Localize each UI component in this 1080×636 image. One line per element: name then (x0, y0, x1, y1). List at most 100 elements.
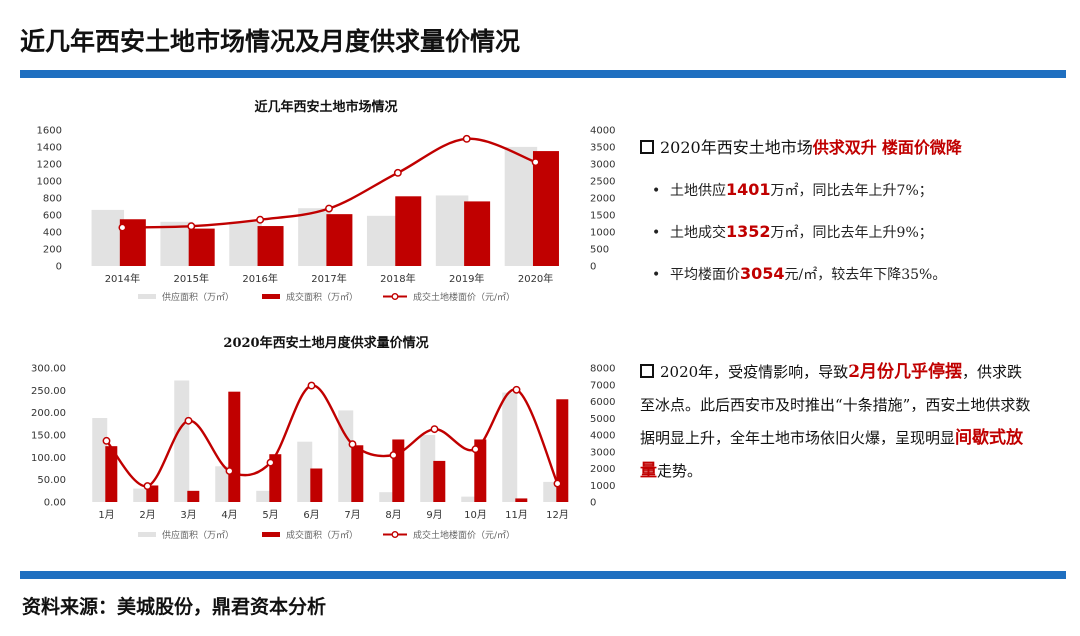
summary-panel-2020: 2020年西安土地市场供求双升 楼面价微降 • 土地供应1401万㎡，同比去年上升… (640, 134, 962, 284)
y-right-tick-label: 0 (590, 262, 596, 273)
supply-bar (504, 146, 538, 266)
y-right-tick-label: 4000 (590, 126, 615, 137)
legend-label-price: 成交土地楼面价（元/㎡） (413, 529, 515, 541)
price-point (256, 215, 265, 224)
supply-bar (229, 221, 262, 266)
y-left-tick-label: 0.00 (44, 498, 66, 509)
supply-bar (543, 481, 559, 502)
x-tick-label: 2020年 (518, 272, 553, 285)
deal-bar (515, 498, 528, 502)
bottom-divider (20, 571, 1066, 579)
price-point (225, 467, 234, 475)
y-right-tick-label: 4000 (590, 431, 615, 442)
deal-bar (464, 201, 491, 266)
price-point (307, 381, 316, 390)
y-left-tick-label: 1000 (37, 177, 62, 188)
deal-bar (257, 226, 284, 266)
deal-bar (392, 439, 405, 502)
legend-swatch-deal (262, 294, 280, 299)
supply-bar (91, 209, 125, 266)
deal-bar (395, 196, 422, 266)
deal-bar (532, 151, 559, 266)
y-left-tick-label: 400 (43, 228, 62, 239)
x-tick-label: 4月 (221, 509, 237, 521)
y-right-tick-label: 500 (590, 245, 609, 256)
bullet-land-deal: • 土地成交1352万㎡，同比去年上升9%； (652, 222, 933, 241)
supply-bar (461, 496, 477, 502)
deal-bar (310, 468, 323, 502)
deal-bar (474, 439, 487, 502)
supply-bar (92, 418, 108, 502)
deal-bar (269, 454, 282, 502)
y-right-tick-label: 6000 (590, 397, 615, 408)
x-tick-label: 8月 (385, 509, 401, 521)
supply-bar (420, 435, 436, 502)
y-left-tick-label: 250.00 (31, 386, 66, 397)
y-right-tick-label: 0 (590, 498, 596, 509)
y-left-tick-label: 1600 (37, 126, 62, 137)
covid-paragraph: 2020年，受疫情影响，导致2月份几乎停摆，供求跌至冰点。此后西安市及时推出“十… (640, 362, 1031, 481)
x-tick-label: 2014年 (105, 272, 140, 285)
y-left-tick-label: 200.00 (31, 408, 66, 419)
chart-title-0: 近几年西安土地市场情况 (254, 99, 397, 115)
deal-bar (556, 399, 569, 502)
x-tick-label: 5月 (262, 509, 278, 521)
price-point (531, 158, 540, 167)
legend-swatch-supply (138, 532, 156, 537)
x-tick-label: 11月 (505, 509, 528, 521)
supply-bar (174, 380, 190, 502)
page-title: 近几年西安土地市场情况及月度供求量价情况 (20, 27, 521, 56)
price-point (462, 134, 471, 143)
x-tick-label: 2018年 (380, 272, 415, 285)
checkbox-square-icon (640, 140, 654, 154)
x-tick-label: 6月 (303, 509, 319, 521)
summary-heading: 2020年西安土地市场供求双升 楼面价微降 (640, 134, 962, 158)
y-left-tick-label: 300.00 (31, 364, 66, 375)
x-tick-label: 7月 (344, 509, 360, 521)
deal-bar (146, 485, 159, 502)
supply-bar (160, 221, 193, 266)
legend-swatch-price-dot (391, 293, 399, 300)
price-point (393, 168, 402, 177)
price-point (143, 482, 152, 491)
y-right-tick-label: 1000 (590, 481, 615, 492)
checkbox-square-icon (640, 364, 654, 378)
deal-bar (228, 391, 241, 502)
y-right-tick-label: 1000 (590, 228, 615, 239)
top-divider (20, 70, 1066, 78)
y-left-tick-label: 600 (43, 211, 62, 222)
supply-bar (256, 490, 272, 502)
price-line (105, 384, 559, 488)
deal-bar (187, 490, 200, 502)
y-left-tick-label: 200 (43, 245, 62, 256)
legend-swatch-supply (138, 294, 156, 299)
x-tick-label: 2月 (139, 509, 155, 521)
covid-panel: 2020年，受疫情影响，导致2月份几乎停摆，供求跌至冰点。此后西安市及时推出“十… (640, 356, 1032, 488)
supply-bar (215, 466, 231, 502)
x-tick-label: 3月 (180, 509, 196, 521)
x-tick-label: 2017年 (311, 272, 346, 285)
legend-swatch-deal (262, 532, 280, 537)
supply-bar (338, 410, 354, 502)
source-note: 资料来源：美城股份，鼎君资本分析 (22, 596, 327, 618)
x-tick-label: 2015年 (174, 272, 209, 285)
y-right-tick-label: 3500 (590, 143, 615, 154)
price-point (512, 385, 521, 394)
x-tick-label: 2016年 (242, 272, 277, 285)
y-left-tick-label: 100.00 (31, 453, 66, 464)
y-left-tick-label: 50.00 (37, 475, 66, 486)
price-point (553, 479, 562, 488)
y-left-tick-label: 150.00 (31, 431, 66, 442)
y-right-tick-label: 5000 (590, 414, 615, 425)
summary-bullets: • 土地供应1401万㎡，同比去年上升7%； • 土地成交1352万㎡，同比去年上升… (640, 180, 962, 284)
price-point (471, 445, 480, 454)
y-right-tick-label: 1500 (590, 211, 615, 222)
chart-title-1: 2020年西安土地月度供求量价情况 (223, 335, 428, 351)
y-right-tick-label: 7000 (590, 380, 615, 391)
y-left-tick-label: 1400 (37, 143, 62, 154)
x-tick-label: 12月 (546, 509, 569, 521)
price-point (348, 440, 357, 449)
supply-bar (379, 492, 395, 502)
supply-bar (133, 488, 149, 502)
